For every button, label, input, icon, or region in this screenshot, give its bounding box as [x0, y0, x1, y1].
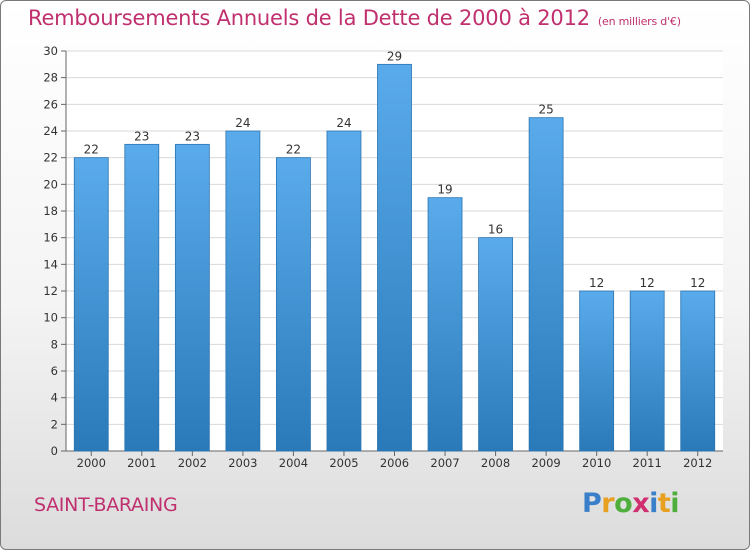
logo-letter: i	[649, 488, 658, 519]
x-tick-label: 2012	[683, 456, 712, 470]
x-tick-label: 2007	[430, 456, 459, 470]
x-tick-label: 2005	[329, 456, 358, 470]
proxiti-logo: Proxiti	[582, 488, 680, 519]
commune-name: SAINT-BARAING	[34, 494, 178, 516]
bar-2002	[174, 143, 210, 452]
bar-2000	[73, 157, 109, 452]
logo-letter: x	[632, 488, 650, 519]
bars	[73, 63, 716, 452]
x-tick-label: 2001	[127, 456, 156, 470]
value-label: 19	[437, 183, 452, 197]
bar-2005	[326, 130, 362, 452]
bar-2003	[225, 130, 261, 452]
bar-2007	[427, 197, 463, 452]
logo-letter: i	[670, 488, 680, 519]
y-tick-label: 2	[51, 417, 58, 431]
y-tick-label: 8	[51, 337, 58, 351]
x-tick-label: 2000	[77, 456, 106, 470]
bar-2006	[377, 63, 412, 452]
bar-2001	[124, 143, 160, 452]
x-tick-label: 2010	[582, 456, 611, 470]
bar-2012	[680, 290, 716, 452]
y-tick-label: 10	[43, 311, 58, 325]
value-label: 12	[589, 276, 604, 290]
y-tick-label: 6	[51, 364, 58, 378]
y-tick-label: 14	[43, 257, 58, 271]
y-tick-label: 28	[43, 71, 58, 85]
value-label: 29	[387, 49, 402, 63]
value-label: 24	[336, 116, 351, 130]
x-tick-label: 2003	[228, 456, 257, 470]
value-label: 22	[84, 143, 99, 157]
value-labels: 22 23 23 24 22 24 29 19 16 25 12 12 12	[84, 49, 706, 290]
x-tick-label: 2009	[531, 456, 560, 470]
y-tick-label: 24	[43, 124, 58, 138]
chart-title-text: Remboursements Annuels de la Dette de 20…	[28, 6, 590, 30]
y-tick-label: 30	[43, 44, 58, 58]
y-tick-label: 4	[51, 391, 58, 405]
y-tick-label: 26	[43, 97, 58, 111]
y-tick-label: 18	[43, 204, 58, 218]
value-label: 24	[235, 116, 250, 130]
x-tick-label: 2002	[178, 456, 207, 470]
value-label: 23	[185, 129, 200, 143]
chart-title: Remboursements Annuels de la Dette de 20…	[28, 6, 681, 30]
value-label: 25	[538, 103, 553, 117]
x-tick-label: 2011	[633, 456, 662, 470]
x-tick-labels: 2000 2001 2002 2003 2004 2005 2006 2007 2008 2009…	[77, 456, 713, 470]
value-label: 22	[286, 143, 301, 157]
bar-2009	[528, 117, 564, 452]
bar-2011	[629, 290, 665, 452]
y-tick-label: 12	[43, 284, 58, 298]
logo-letter: t	[657, 488, 671, 519]
value-label: 12	[690, 276, 705, 290]
value-label: 12	[640, 276, 655, 290]
value-label: 16	[488, 223, 503, 237]
y-tick-label: 0	[51, 444, 58, 458]
logo-letter: r	[601, 488, 615, 519]
bar-2004	[276, 157, 311, 452]
chart-subtitle: (en milliers d'€)	[597, 15, 681, 28]
bar-2008	[478, 237, 513, 452]
y-tick-label: 16	[43, 231, 58, 245]
logo-letter: o	[614, 488, 633, 519]
value-label: 23	[134, 129, 149, 143]
y-tick-label: 20	[43, 177, 58, 191]
bar-2010	[579, 290, 615, 452]
x-tick-label: 2004	[279, 456, 308, 470]
logo-letter: P	[582, 488, 602, 519]
y-tick-label: 22	[43, 151, 58, 165]
x-tick-label: 2006	[380, 456, 409, 470]
x-tick-label: 2008	[481, 456, 510, 470]
